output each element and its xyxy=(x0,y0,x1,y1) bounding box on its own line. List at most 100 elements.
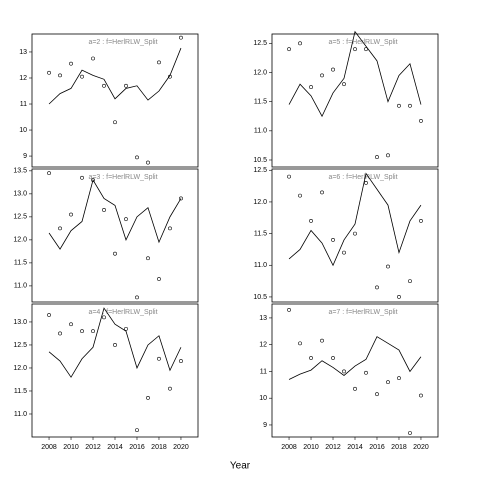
y-tick-label: 12.0 xyxy=(13,365,27,372)
observed-point xyxy=(397,376,401,381)
panel-frame xyxy=(271,303,439,438)
y-tick-label: 12 xyxy=(259,342,267,349)
observed-point xyxy=(69,61,73,66)
y-tick-label: 12 xyxy=(19,75,27,82)
observed-point xyxy=(298,341,302,346)
y-tick-label: 12.0 xyxy=(253,199,267,206)
observed-point xyxy=(102,208,106,212)
x-tick-label: 2016 xyxy=(369,444,385,451)
observed-point xyxy=(353,231,357,236)
observed-point xyxy=(102,315,106,320)
panel-title: a=6 : f=HerlRLW_Split xyxy=(328,174,397,181)
panel-title: a=4 : f=HerlRLW_Split xyxy=(88,309,157,316)
y-tick-label: 11 xyxy=(20,101,27,108)
observed-point xyxy=(113,343,117,347)
observed-point xyxy=(408,431,412,435)
y-tick-label: 13 xyxy=(19,49,27,56)
y-tick-label: 12.5 xyxy=(253,167,267,174)
fitted-line xyxy=(48,179,182,250)
y-tick-label: 9 xyxy=(263,422,267,429)
observed-point xyxy=(408,103,412,108)
observed-point xyxy=(287,174,291,179)
panel-title: a=2 : f=HerlRLW_Split xyxy=(88,39,157,46)
observed-point xyxy=(179,35,183,40)
observed-point xyxy=(386,380,390,385)
panel-frame xyxy=(271,33,439,168)
observed-point xyxy=(386,153,390,158)
y-tick-label: 11.5 xyxy=(254,230,267,237)
x-tick-label: 2018 xyxy=(391,444,407,451)
observed-point xyxy=(80,329,84,334)
observed-point xyxy=(58,331,62,336)
x-tick-label: 2018 xyxy=(151,444,167,451)
observed-point xyxy=(375,392,379,397)
y-tick-label: 12.5 xyxy=(13,342,27,349)
observed-point xyxy=(353,386,357,391)
x-tick-label: 2012 xyxy=(85,444,101,451)
y-tick-label: 11.0 xyxy=(254,262,267,269)
observed-point xyxy=(375,155,379,159)
observed-point xyxy=(69,212,73,217)
observed-point xyxy=(157,60,161,65)
observed-point xyxy=(320,73,324,78)
observed-point xyxy=(331,356,335,360)
x-axis-label: Year xyxy=(230,461,251,472)
panel-frame xyxy=(31,33,199,168)
observed-point xyxy=(419,119,423,123)
y-tick-label: 12.5 xyxy=(253,40,267,47)
observed-point xyxy=(419,219,423,223)
observed-point xyxy=(58,226,62,231)
observed-point xyxy=(408,279,412,284)
observed-point xyxy=(309,356,313,360)
x-tick-label: 2016 xyxy=(129,444,145,451)
observed-point xyxy=(179,196,183,201)
observed-point xyxy=(331,67,335,72)
observed-point xyxy=(331,238,335,242)
x-tick-label: 2008 xyxy=(281,444,297,451)
x-tick-label: 2014 xyxy=(107,444,123,451)
x-tick-label: 2008 xyxy=(41,444,57,451)
y-tick-label: 13.0 xyxy=(13,191,27,198)
observed-point xyxy=(113,120,117,125)
observed-point xyxy=(168,226,172,231)
x-tick-label: 2014 xyxy=(347,444,363,451)
observed-point xyxy=(309,219,313,223)
observed-point xyxy=(80,74,84,79)
observed-point xyxy=(320,338,324,343)
observed-point xyxy=(91,56,95,61)
observed-point xyxy=(309,85,313,89)
y-tick-label: 11.0 xyxy=(14,411,27,418)
observed-point xyxy=(364,181,368,185)
fitted-line xyxy=(288,336,422,380)
y-tick-label: 11 xyxy=(260,368,267,375)
observed-point xyxy=(287,47,291,52)
observed-point xyxy=(47,171,51,176)
y-tick-label: 13.5 xyxy=(13,168,27,175)
x-tick-label: 2012 xyxy=(325,444,341,451)
observed-point xyxy=(69,322,73,327)
y-tick-label: 10.5 xyxy=(253,294,267,301)
panel-title: a=7 : f=HerlRLW_Split xyxy=(328,309,397,316)
observed-point xyxy=(298,193,302,198)
panel-frame xyxy=(31,168,199,303)
observed-point xyxy=(91,329,95,334)
observed-point xyxy=(124,217,128,222)
observed-point xyxy=(157,356,161,361)
y-tick-label: 13 xyxy=(259,315,267,322)
x-tick-label: 2020 xyxy=(173,444,189,451)
fitted-line xyxy=(48,307,182,378)
observed-point xyxy=(353,47,357,52)
observed-point xyxy=(364,47,368,52)
observed-point xyxy=(135,155,139,160)
observed-point xyxy=(320,190,324,195)
x-tick-label: 2010 xyxy=(63,444,79,451)
observed-point xyxy=(168,386,172,391)
observed-point xyxy=(146,395,150,400)
observed-point xyxy=(287,307,291,312)
fitted-line xyxy=(48,47,182,105)
observed-point xyxy=(397,103,401,108)
fitted-line xyxy=(288,172,422,267)
y-tick-label: 10.5 xyxy=(253,157,267,164)
y-tick-label: 12.0 xyxy=(13,237,27,244)
